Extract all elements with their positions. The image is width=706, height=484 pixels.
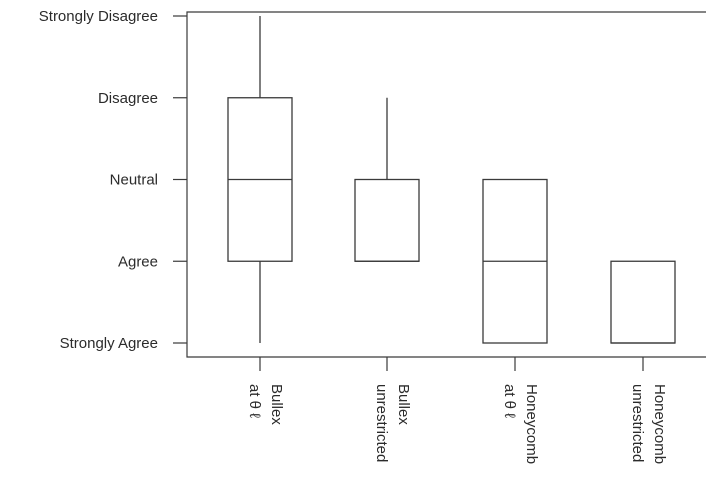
boxes (227, 16, 676, 344)
x-category-label: Bullex unrestricted (373, 384, 412, 462)
box-group (354, 97, 420, 262)
box-group (610, 260, 676, 344)
x-category-label: Honeycomb unrestricted (629, 384, 668, 464)
y-tick-label: Disagree (98, 90, 158, 107)
x-category-label-line2: at θ ℓ (246, 384, 263, 418)
x-category-label-line1: Honeycomb (651, 384, 668, 464)
y-tick-label: Agree (118, 253, 158, 270)
x-category-label-line2: unrestricted (373, 384, 390, 462)
box-iqr (354, 178, 420, 262)
y-tick-label: Neutral (110, 172, 158, 189)
box-group (482, 178, 548, 344)
x-category-label: Bullex at θ ℓ (246, 384, 285, 425)
y-tick-label: Strongly Agree (60, 335, 158, 352)
box-group (227, 16, 293, 343)
y-axis-ticks: Strongly Agree Agree Neutral Disagree Strong… (39, 8, 187, 352)
x-category-label-line2: at θ ℓ (501, 384, 518, 418)
box-iqr (610, 260, 676, 344)
x-axis-labels: Bullex at θ ℓ Bullex unrestricted Honeycomb a… (246, 357, 668, 464)
plot-frame (186, 11, 706, 358)
x-category-label-line1: Honeycomb (523, 384, 540, 464)
x-category-label-line1: Bullex (268, 384, 285, 425)
x-category-label: Honeycomb at θ ℓ (501, 384, 540, 464)
y-tick-label: Strongly Disagree (39, 8, 158, 25)
x-category-label-line2: unrestricted (629, 384, 646, 462)
axis-layer (186, 11, 706, 358)
x-category-label-line1: Bullex (395, 384, 412, 425)
